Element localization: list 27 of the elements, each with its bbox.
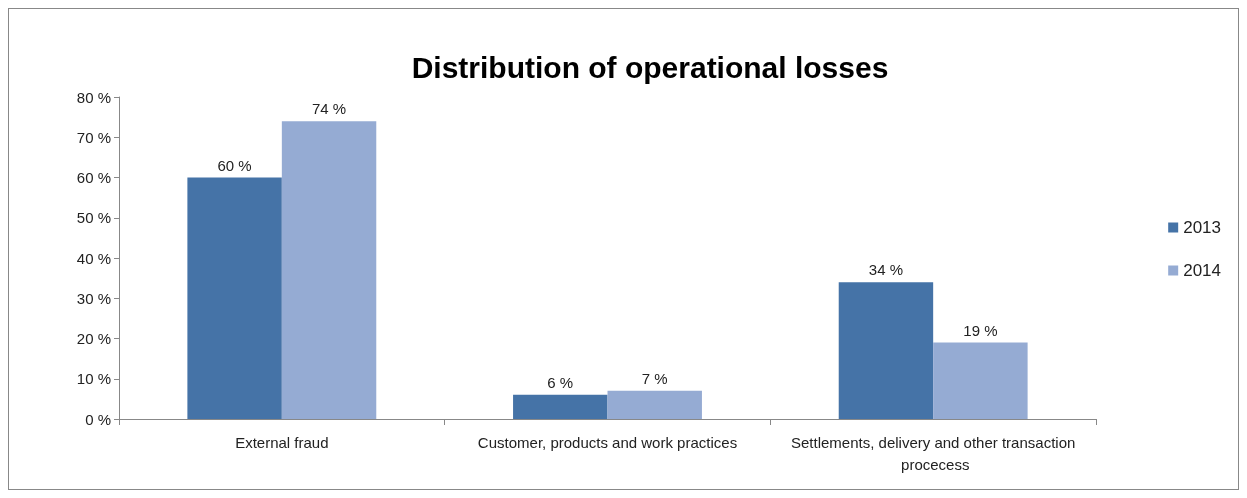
y-tick-label: 80 % <box>76 88 111 106</box>
y-tick-label: 60 % <box>76 169 111 186</box>
bar <box>281 121 377 419</box>
data-label: 34 % <box>868 261 904 279</box>
x-tick-label: Customer, products and work practices <box>477 433 738 451</box>
y-tick-label: 20 % <box>76 330 111 347</box>
legend-label: 2013 <box>1183 218 1222 237</box>
legend-label: 2014 <box>1183 261 1222 280</box>
data-label: 19 % <box>963 321 998 339</box>
y-tick-label: 70 % <box>76 128 111 146</box>
y-tick-label: 10 % <box>76 370 111 388</box>
data-label: 60 % <box>217 156 252 174</box>
y-tick-label: 50 % <box>76 209 111 227</box>
bar <box>187 177 282 419</box>
data-label: 6 % <box>547 373 574 391</box>
data-label: 7 % <box>641 369 668 387</box>
bar <box>838 282 934 419</box>
y-tick-label: 40 % <box>76 249 111 267</box>
y-tick-label: 0 % <box>85 410 111 428</box>
chart-title: Distribution of operational losses <box>411 50 889 84</box>
x-tick-label: Settlements, delivery and other transaction procecess <box>791 433 1076 473</box>
bar <box>933 342 1028 419</box>
bar <box>513 394 608 419</box>
y-tick-label: 30 % <box>76 289 111 307</box>
data-label: 74 % <box>311 100 347 118</box>
bar <box>607 390 702 419</box>
x-tick-label: External fraud <box>235 433 329 451</box>
